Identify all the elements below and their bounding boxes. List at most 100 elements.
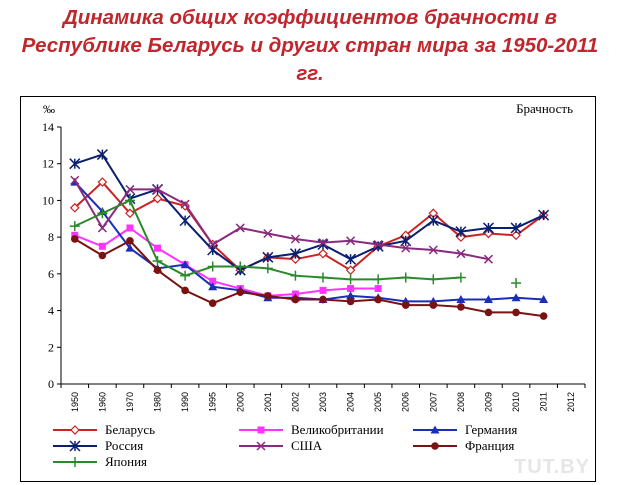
- series-6-point: [180, 270, 191, 281]
- heading-line-2: Республике Беларусь и других стран мира …: [21, 34, 599, 57]
- series-0-point: [97, 177, 108, 187]
- series-3-point: [289, 248, 301, 260]
- series-6-point: [511, 278, 522, 289]
- series-5-point: [153, 266, 162, 274]
- y-tick-label: 10: [42, 193, 54, 207]
- x-tick-label: 2006: [401, 392, 411, 412]
- series-4-point: [208, 239, 218, 250]
- x-tick-label: 1950: [70, 392, 80, 412]
- series-5-point: [484, 308, 493, 317]
- heading-line-1: Динамика общих коэффициентов брачности в: [62, 6, 558, 29]
- legend-swatch-marker: [69, 440, 81, 452]
- series-2-point: [539, 295, 549, 304]
- x-tick-label: 2003: [318, 392, 328, 412]
- legend-label: Россия: [105, 438, 143, 453]
- legend-item: Япония: [53, 454, 147, 469]
- marriage-rate-chart: Брачность ‰ 0 2 4 6 8 10 12 14 1950 1960 1970 1980 1…: [42, 101, 586, 469]
- series-5-point: [401, 301, 410, 309]
- legend-label: Беларусь: [105, 422, 155, 437]
- series-6-point: [400, 272, 411, 283]
- series-3-point: [372, 240, 384, 252]
- series-4-point: [180, 199, 190, 209]
- series-6-point: [207, 261, 218, 272]
- series-5-point: [374, 295, 382, 304]
- series-5-line: [74, 238, 544, 318]
- series-3-point: [262, 251, 274, 263]
- x-tick-label: 2012: [566, 392, 576, 412]
- series-6-point: [428, 274, 439, 285]
- series-5-point: [70, 235, 79, 243]
- series-4-point: [70, 175, 80, 185]
- x-tick-label: 2004: [346, 392, 356, 412]
- series-0-point: [511, 230, 521, 241]
- series-3-point: [207, 244, 219, 256]
- series-3-point: [510, 222, 522, 234]
- x-tick-label: 2010: [511, 392, 521, 412]
- series-3-point: [69, 158, 81, 170]
- chart-title: Брачность: [516, 101, 573, 116]
- series-5-point: [319, 295, 327, 304]
- series-0-point: [152, 193, 163, 204]
- series-5: [70, 235, 548, 320]
- legend-item: Великобритании: [239, 422, 384, 437]
- x-tick-label: 1990: [180, 392, 190, 412]
- series-4-point: [125, 184, 135, 194]
- series-5-point: [208, 299, 217, 308]
- series-3-point: [482, 222, 495, 234]
- series-0-point: [69, 202, 80, 213]
- chart-heading: Динамика общих коэффициентов брачности в…: [10, 4, 610, 88]
- x-tick-label: 2009: [483, 392, 493, 412]
- series-6-point: [373, 274, 384, 285]
- series-6-point: [345, 274, 356, 285]
- series-6-point: [124, 195, 135, 206]
- legend-label: Германия: [465, 422, 517, 437]
- series-3-point: [317, 238, 329, 251]
- x-tick-label: 2008: [456, 392, 466, 412]
- legend-item: Беларусь: [53, 422, 155, 437]
- x-tick-label: 1970: [125, 392, 135, 412]
- y-tick-label: 2: [48, 340, 54, 354]
- series-1-point: [98, 242, 106, 250]
- series-5-point: [291, 295, 300, 304]
- series-6-point: [152, 256, 163, 267]
- series-5-point: [457, 303, 465, 311]
- series-4-point: [318, 238, 328, 248]
- series-2-point: [180, 260, 190, 269]
- series-6: [69, 195, 522, 289]
- watermark-logo: TUT.BY: [514, 456, 590, 478]
- series-0-point: [318, 248, 328, 259]
- series-5-point: [236, 288, 245, 297]
- series-2-point: [511, 293, 521, 302]
- legend-label: США: [291, 438, 323, 453]
- series-5-point: [126, 237, 134, 245]
- series-2-point: [483, 295, 493, 304]
- y-tick-label: 0: [48, 377, 54, 391]
- series-3-line: [74, 153, 545, 272]
- legend-item: Франция: [413, 438, 514, 453]
- series-6-point: [318, 272, 328, 283]
- x-tick-label: 1980: [153, 392, 163, 412]
- x-tick-label: 2011: [539, 392, 549, 411]
- series-1-point: [319, 286, 327, 294]
- series-4-point: [483, 254, 494, 264]
- series-5-point: [98, 251, 107, 260]
- series-4-point: [235, 223, 245, 233]
- series-1-point: [126, 224, 134, 232]
- series-1-point: [347, 285, 355, 293]
- legend-label: Япония: [105, 454, 147, 469]
- series-1-line: [74, 226, 379, 297]
- series-4-point: [373, 239, 383, 250]
- legend-label: Великобритании: [291, 422, 384, 437]
- series-1-point: [374, 285, 382, 293]
- legend-swatch-marker: [431, 442, 439, 450]
- x-tick-label: 2001: [263, 392, 273, 412]
- y-tick-label: 12: [42, 157, 54, 171]
- series-1-point: [209, 277, 217, 285]
- series-4-point: [152, 184, 163, 194]
- series-3-point: [179, 215, 191, 227]
- series-6-point: [455, 272, 466, 283]
- series-0-point: [456, 232, 466, 242]
- series-4-point: [456, 249, 466, 259]
- x-tick-label: 1995: [208, 392, 218, 412]
- legend-swatch-marker: [257, 426, 265, 434]
